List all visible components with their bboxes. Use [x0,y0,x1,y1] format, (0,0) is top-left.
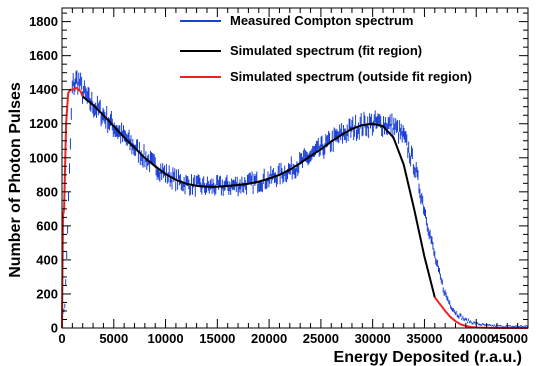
y-tick-label: 1000 [29,150,58,165]
measured-series [61,70,529,328]
y-tick-label: 1600 [29,48,58,63]
legend-label-outside: Simulated spectrum (outside fit region) [230,69,472,84]
legend-label-measured: Measured Compton spectrum [230,13,413,28]
y-tick-label: 1800 [29,14,58,29]
x-tick-label: 20000 [251,331,287,346]
y-tick-label: 600 [36,218,58,233]
y-tick-label: 1400 [29,82,58,97]
legend-label-fit: Simulated spectrum (fit region) [230,43,422,58]
x-tick-label: 40000 [458,331,494,346]
y-tick-labels: 0 200 400 600 800 1000 1200 1400 1600 1800 [29,14,58,335]
series-layer [61,70,529,329]
x-tick-label: 30000 [355,331,391,346]
x-tick-label: 35000 [406,331,442,346]
x-tick-label: 0 [58,331,65,346]
y-tick-label: 800 [36,184,58,199]
x-axis-title: Energy Deposited (r.a.u.) [334,349,522,366]
y-tick-label: 400 [36,252,58,267]
ticks-layer [61,8,529,329]
x-tick-labels: 0 5000 10000 15000 20000 25000 30000 35000 40000… [58,331,528,346]
x-tick-label: 5000 [99,331,128,346]
y-axis-title: Number of Photon Pulses [7,82,24,278]
y-tick-label: 200 [36,286,58,301]
plot-area [61,7,529,329]
simulated-fit-line [82,95,436,298]
x-tick-label: 25000 [303,331,339,346]
simulated-outside-low-line [61,86,84,329]
y-tick-label: 0 [51,321,58,336]
x-tick-label: 10000 [147,331,183,346]
y-tick-label: 1200 [29,116,58,131]
plot-frame [61,7,529,329]
x-tick-label: 15000 [199,331,235,346]
legend: Measured Compton spectrum Simulated spec… [180,13,472,84]
x-tick-label: 45000 [492,331,528,346]
